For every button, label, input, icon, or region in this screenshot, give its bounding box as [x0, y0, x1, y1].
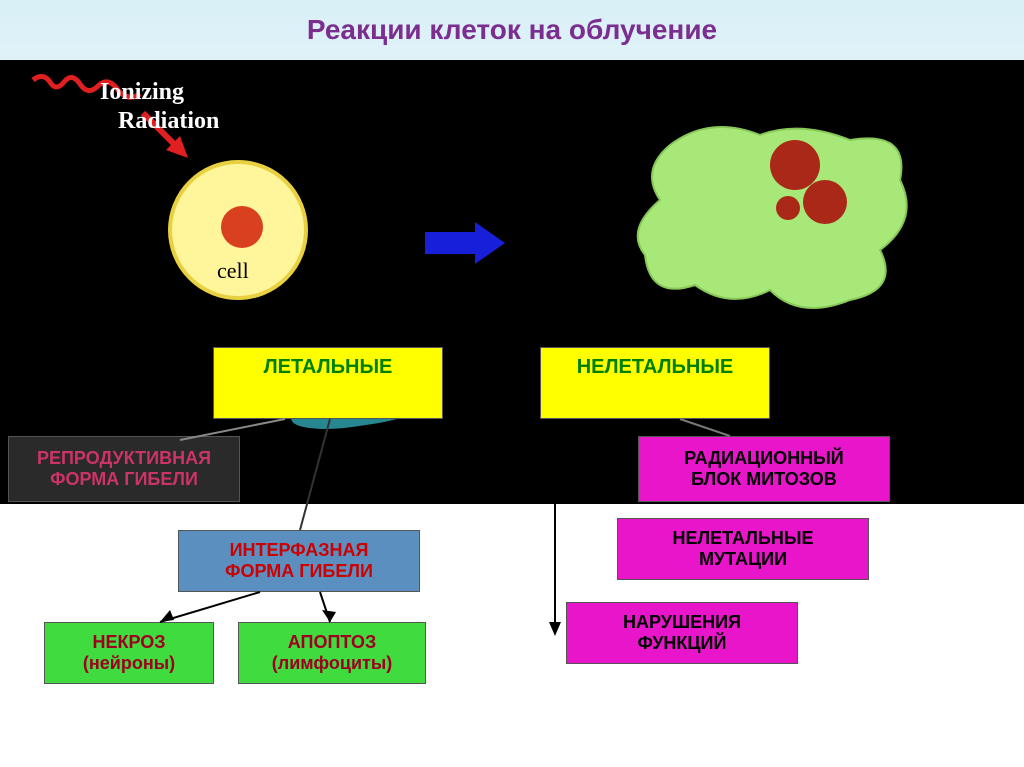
connector-lethal-reproductive [0, 0, 1024, 767]
